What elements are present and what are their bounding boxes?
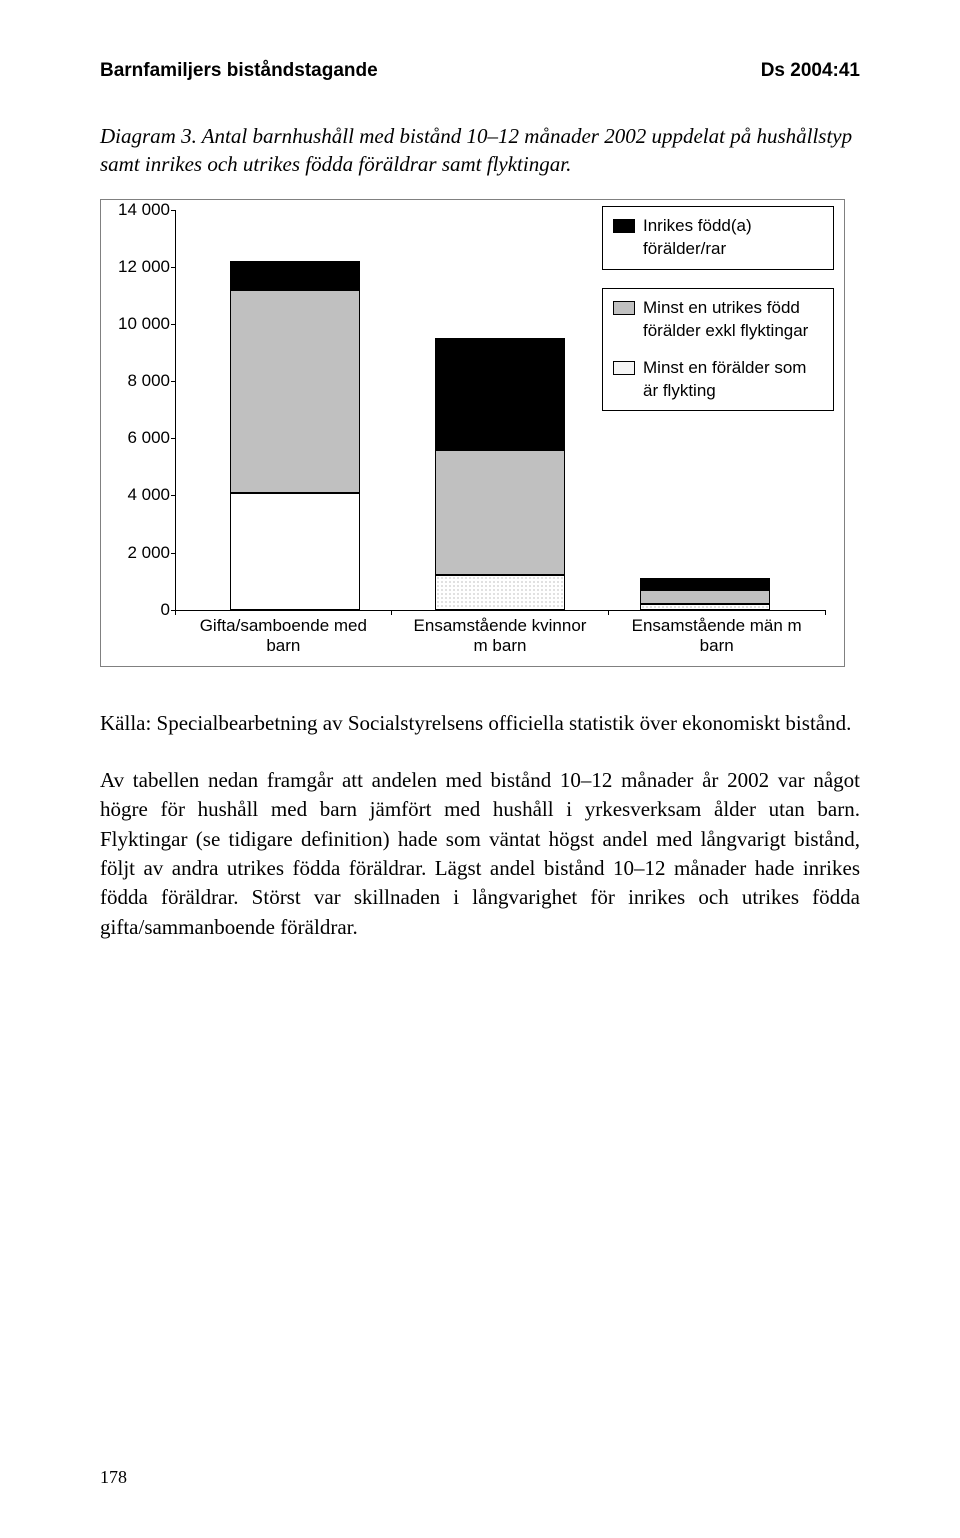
legend-box: Inrikes född(a) förälder/rar <box>602 206 834 270</box>
y-axis-label: 4 000 <box>115 485 170 505</box>
y-axis-line <box>175 210 176 610</box>
legend-swatch <box>613 219 635 233</box>
y-axis-label: 12 000 <box>115 257 170 277</box>
bar-segment <box>640 590 770 604</box>
legend-box: Minst en utrikes född förälder exkl flyk… <box>602 288 834 412</box>
x-axis-labels: Gifta/samboende medbarnEnsamstående kvin… <box>175 616 825 657</box>
x-axis-label: Ensamstående män mbarn <box>608 616 825 657</box>
y-axis-label: 6 000 <box>115 428 170 448</box>
bar-segment <box>435 450 565 576</box>
page-header: Barnfamiljers biståndstagande Ds 2004:41 <box>100 60 860 82</box>
legend-text: Inrikes född(a) förälder/rar <box>643 215 823 261</box>
bar-segment <box>435 575 565 609</box>
header-left: Barnfamiljers biståndstagande <box>100 60 378 82</box>
x-axis-label: Ensamstående kvinnorm barn <box>392 616 609 657</box>
x-axis-label: Gifta/samboende medbarn <box>175 616 392 657</box>
legend-text: Minst en förälder som är flykting <box>643 357 823 403</box>
y-axis-label: 10 000 <box>115 314 170 334</box>
legend-item: Minst en förälder som är flykting <box>613 357 823 403</box>
legend-swatch <box>613 361 635 375</box>
legend-swatch <box>613 301 635 315</box>
y-axis-label: 8 000 <box>115 371 170 391</box>
bar-segment <box>230 261 360 290</box>
bar-segment <box>640 578 770 589</box>
y-axis-label: 0 <box>115 600 170 620</box>
legend-text: Minst en utrikes född förälder exkl flyk… <box>643 297 823 343</box>
legend-item: Inrikes född(a) förälder/rar <box>613 215 823 261</box>
source-line: Källa: Specialbearbetning av Socialstyre… <box>100 709 860 737</box>
bar-segment <box>230 493 360 610</box>
x-axis-line <box>175 610 825 611</box>
body-paragraph: Av tabellen nedan framgår att andelen me… <box>100 766 860 942</box>
chart-frame: 02 0004 0006 0008 00010 00012 00014 000 … <box>100 199 845 668</box>
bar-segment <box>230 290 360 493</box>
y-axis-label: 14 000 <box>115 200 170 220</box>
header-right: Ds 2004:41 <box>761 60 860 82</box>
y-axis-label: 2 000 <box>115 543 170 563</box>
legend-item: Minst en utrikes född förälder exkl flyk… <box>613 297 823 343</box>
diagram-caption: Diagram 3. Antal barnhushåll med bistånd… <box>100 122 860 179</box>
page-number: 178 <box>100 1467 127 1488</box>
plot-area: 02 0004 0006 0008 00010 00012 00014 000 … <box>115 210 830 657</box>
bar-segment <box>435 338 565 449</box>
